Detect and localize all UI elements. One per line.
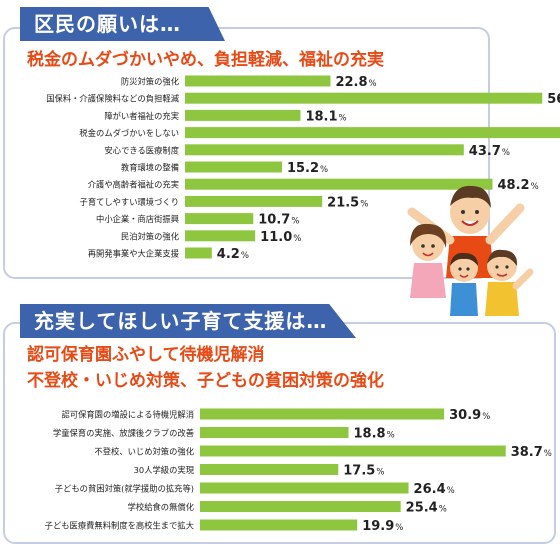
- unit-label: %: [369, 79, 377, 89]
- headline-childcare-2: 不登校・いじめ対策、子どもの貧困対策の強化: [27, 371, 384, 391]
- unit-label: %: [291, 217, 299, 227]
- value-label: 11.0: [260, 230, 292, 245]
- category-label: 子育てしやすい環境づくり: [80, 197, 179, 207]
- category-label: 介護や高齢者福祉の充実: [88, 180, 179, 190]
- section-tab-childcare: 充実してほしい子育て支援は…: [20, 304, 356, 338]
- bar: [185, 213, 254, 225]
- unit-label: %: [241, 251, 249, 261]
- value-label: 21.5: [327, 195, 359, 210]
- category-label: 防災対策の強化: [121, 77, 179, 87]
- bar: [185, 247, 212, 259]
- unit-label: %: [502, 148, 510, 158]
- bar: [185, 92, 543, 104]
- family-illustration: [407, 185, 534, 316]
- bar: [185, 178, 493, 190]
- unit-label: %: [360, 199, 368, 209]
- value-label: 22.8: [335, 75, 367, 90]
- category-label: 税金のムダづかいをしない: [79, 128, 179, 138]
- value-label: 48.2: [498, 178, 530, 193]
- category-label: 安心できる医療制度: [104, 145, 179, 155]
- value-label: 56.0: [547, 92, 560, 107]
- unit-label: %: [320, 165, 328, 175]
- unit-label: %: [531, 182, 539, 192]
- bar: [185, 230, 256, 242]
- value-label: 10.7: [258, 213, 290, 228]
- headline-childcare-1: 認可保育園ふやして待機児解消: [27, 345, 265, 365]
- bar: [185, 161, 282, 173]
- category-label: 障がい者福祉の充実: [104, 111, 179, 121]
- category-label: 民泊対策の強化: [121, 231, 179, 241]
- category-label: 教育環境の整備: [121, 163, 179, 173]
- value-label: 15.2: [287, 161, 319, 176]
- unit-label: %: [293, 234, 301, 244]
- bar: [185, 75, 331, 87]
- category-label: 再開発事業や大企業支援: [88, 249, 180, 259]
- bar: [185, 109, 301, 121]
- category-label: 国保料・介護保険料などの負担軽減: [46, 94, 179, 104]
- value-label: 43.7: [469, 144, 501, 159]
- headline-wishes: 税金のムダづかいやめ、負担軽減、福祉の充実: [27, 50, 384, 70]
- unit-label: %: [339, 113, 347, 123]
- bar: [185, 127, 560, 139]
- value-label: 18.1: [305, 109, 337, 124]
- category-label: 中小企業・商店街振興: [96, 214, 179, 224]
- bar: [185, 144, 464, 156]
- section-tab-wishes: 区民の願いは…: [20, 7, 225, 41]
- value-label: 4.2: [217, 247, 240, 262]
- bar: [185, 195, 323, 207]
